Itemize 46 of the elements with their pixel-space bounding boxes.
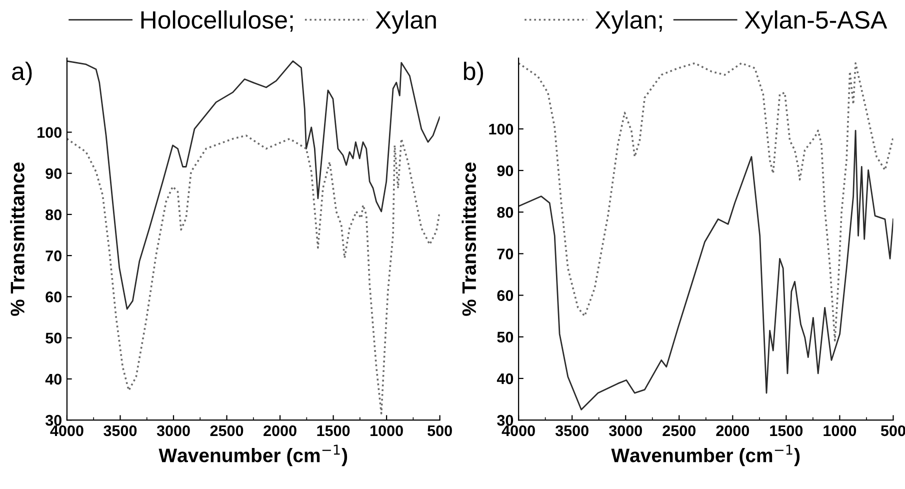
legend-label: Xylan <box>376 10 436 34</box>
y-tick-label: 30 <box>45 414 62 426</box>
y-tick-label: 70 <box>46 250 62 262</box>
line-series <box>66 134 440 414</box>
legend-label: Holocellulose; <box>141 10 293 32</box>
y-tick-label: 40 <box>45 374 62 385</box>
line-series <box>518 62 894 342</box>
line-series <box>518 130 894 410</box>
x-tick-label: 2000 <box>716 425 750 436</box>
legend-label: Xylan; <box>595 10 662 34</box>
x-tick-label: 1000 <box>824 425 856 436</box>
y-axis-title: % Transmittance <box>462 162 476 316</box>
y-tick-label: 50 <box>46 332 62 344</box>
x-tick-label: 3000 <box>156 425 190 436</box>
x-tick-label: 2500 <box>210 425 244 436</box>
y-tick-label: 100 <box>38 127 62 138</box>
y-tick-label: 90 <box>497 165 514 176</box>
x-tick-label: 1500 <box>770 425 803 436</box>
y-tick-label: 60 <box>497 290 514 301</box>
y-tick-label: 40 <box>496 373 514 384</box>
y-tick-label: 100 <box>489 124 514 135</box>
legend-label: Xylan-5-ASA <box>744 10 888 34</box>
y-axis-title: % Transmittance <box>10 162 24 316</box>
x-tick-label: 3500 <box>104 425 137 436</box>
y-tick-label: 90 <box>46 168 62 180</box>
x-tick-label: 500 <box>880 425 905 436</box>
x-tick-label: 3500 <box>555 425 588 436</box>
chart-title: a) <box>12 62 32 86</box>
x-axis-title: Wavenumber (cm$^{−1}$) <box>611 444 800 466</box>
y-tick-label: 70 <box>497 248 514 260</box>
y-tick-label: 80 <box>497 206 514 218</box>
x-tick-label: 2500 <box>662 425 696 436</box>
x-tick-label: 4000 <box>50 425 84 436</box>
y-tick-label: 60 <box>46 292 62 302</box>
x-axis-title: Wavenumber (cm$^{−1}$) <box>158 444 348 466</box>
y-tick-label: 50 <box>497 332 514 343</box>
x-tick-label: 3000 <box>608 425 642 436</box>
x-tick-label: 1500 <box>317 425 350 436</box>
line-series <box>66 60 440 310</box>
x-tick-label: 1000 <box>370 425 403 436</box>
chart-title: b) <box>464 62 484 86</box>
y-tick-label: 80 <box>46 209 62 220</box>
x-tick-label: 2000 <box>264 425 296 436</box>
x-tick-label: 4000 <box>502 425 535 436</box>
x-tick-label: 500 <box>428 425 452 436</box>
y-tick-label: 30 <box>497 414 514 426</box>
